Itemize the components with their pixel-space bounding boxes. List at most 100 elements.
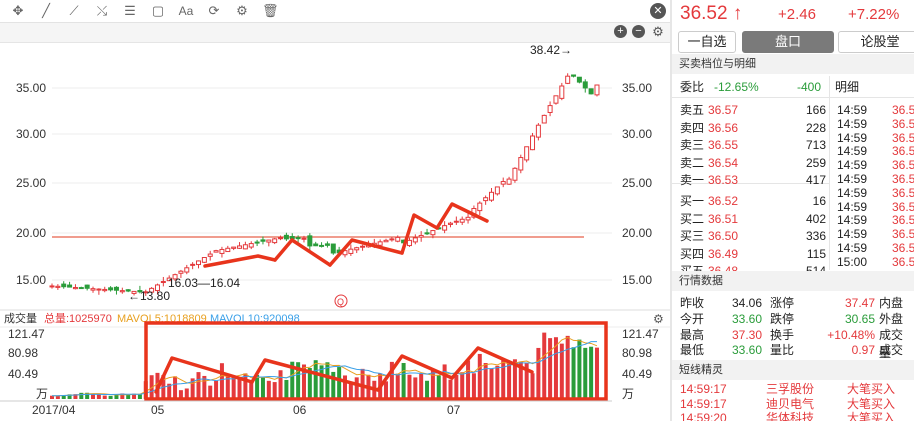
tab-orderbook[interactable]: 盘口 xyxy=(742,31,834,53)
candle-body xyxy=(295,237,301,240)
candle-body xyxy=(582,81,588,89)
high-annotation: 38.42→ xyxy=(530,43,572,57)
candle-body xyxy=(383,239,389,243)
candle-body xyxy=(160,281,166,284)
candle-body xyxy=(219,248,225,254)
detail-price: 36.5 xyxy=(892,130,914,145)
candle-body xyxy=(178,270,184,274)
candle-body xyxy=(143,291,149,294)
candle-body xyxy=(119,290,125,293)
fib-tool-icon[interactable]: ☰ xyxy=(124,3,136,18)
candle-body xyxy=(166,277,172,282)
detail-label: 明细 xyxy=(835,80,860,94)
volume-bar xyxy=(501,360,506,399)
price-axis-label-right: 25.00 xyxy=(622,176,652,190)
crosshair-icon[interactable]: ✥ xyxy=(12,3,24,18)
candle-body xyxy=(154,284,160,292)
candle-body xyxy=(547,105,553,113)
candle-body xyxy=(453,220,459,223)
orderbook-level-label: 卖三 xyxy=(680,138,705,153)
price-axis-label-left: 35.00 xyxy=(16,81,46,95)
detail-price: 36.5 xyxy=(892,213,914,228)
candle-body xyxy=(412,237,418,243)
volume-bar xyxy=(413,377,418,399)
market-v2: 30.65 xyxy=(844,311,875,326)
segment-tool-icon[interactable]: ⟋ xyxy=(69,3,79,18)
candle-body xyxy=(447,222,453,225)
orderbook-level-volume: 115 xyxy=(806,246,826,261)
news-time: 14:59:20 xyxy=(680,411,727,421)
kline-chart[interactable]: 35.00 30.00 25.00 20.00 15.00 35.00 30.0… xyxy=(0,42,670,421)
volume-bar xyxy=(337,367,342,399)
up-arrow-icon: ↑ xyxy=(732,3,743,24)
volume-bar xyxy=(196,372,201,399)
text-tool-icon[interactable]: Aa xyxy=(178,4,194,18)
candle-body xyxy=(49,285,55,288)
volume-bar xyxy=(460,372,465,399)
orderbook-level-price: 36.56 xyxy=(708,120,739,135)
news-name[interactable]: 华体科技 xyxy=(766,411,815,421)
zoom-in-icon[interactable]: + xyxy=(614,25,627,38)
orderbook-level-price: 36.50 xyxy=(708,229,739,244)
volume-bar xyxy=(126,394,131,399)
candle-body xyxy=(190,263,196,266)
multi-segment-tool-icon[interactable]: ⤯ xyxy=(96,3,108,18)
price-axis-label-left: 30.00 xyxy=(16,127,46,141)
mavol5-line xyxy=(51,336,598,397)
candle-body xyxy=(324,243,330,246)
volume-bar xyxy=(255,374,260,399)
q-marker-icon[interactable] xyxy=(334,294,348,308)
volume-bar xyxy=(208,385,213,399)
tab-forum[interactable]: 论股堂 xyxy=(838,31,914,53)
trash-icon[interactable]: 🗑 xyxy=(262,3,279,18)
volume-bar xyxy=(85,392,90,399)
volume-bar xyxy=(272,382,277,399)
orderbook-level-volume: 713 xyxy=(805,138,826,153)
candle-body xyxy=(442,225,448,231)
volume-zigzag-annotations xyxy=(154,346,534,394)
market-l1: 最低 xyxy=(680,343,705,358)
volume-bar xyxy=(149,375,154,399)
candle-body xyxy=(406,239,412,247)
cycle-tool-icon[interactable]: ⟳ xyxy=(208,3,220,18)
volume-bar xyxy=(360,368,365,399)
candle-body xyxy=(242,244,248,250)
volume-bar xyxy=(524,362,529,399)
settings-tool-icon[interactable]: ⚙ xyxy=(236,3,248,18)
candle-body xyxy=(518,157,524,171)
volume-bar xyxy=(477,353,482,399)
price-axis-label-left: 15.00 xyxy=(16,273,46,287)
candle-body xyxy=(225,247,231,253)
tab-watchlist[interactable]: 一自选 xyxy=(678,31,736,53)
candle-body xyxy=(72,286,78,290)
news-name[interactable]: 迪贝电气 xyxy=(766,396,815,411)
volume-bar xyxy=(507,361,512,399)
detail-time: 14:59 xyxy=(837,144,868,159)
candle-body xyxy=(113,286,119,291)
volume-bar xyxy=(343,375,347,399)
candle-body xyxy=(354,247,360,251)
volume-bar xyxy=(73,394,78,399)
candle-body xyxy=(541,114,547,124)
volume-settings-icon[interactable]: ⚙ xyxy=(653,312,664,326)
detail-price: 36.5 xyxy=(892,227,914,242)
candle-body xyxy=(530,135,536,151)
panel-tabs: 一自选 盘口 论股堂 xyxy=(678,31,914,53)
candle-body xyxy=(330,243,336,254)
zoom-out-icon[interactable]: − xyxy=(632,25,645,38)
news-name[interactable]: 三孚股份 xyxy=(766,382,815,396)
close-icon[interactable]: ✕ xyxy=(650,3,666,19)
rectangle-tool-icon[interactable]: ▢ xyxy=(151,3,165,18)
date-label: 05 xyxy=(151,403,165,417)
chart-controls-bar: + − ⚙ xyxy=(0,23,670,43)
detail-time: 14:59 xyxy=(837,199,868,214)
market-l3: 外盘 xyxy=(879,311,904,326)
candle-body xyxy=(266,239,272,243)
orderbook-level-label: 买四 xyxy=(680,246,705,261)
date-label: 2017/04 xyxy=(32,403,76,417)
chart-settings-icon[interactable]: ⚙ xyxy=(652,24,664,39)
volume-bar xyxy=(301,364,306,399)
line-tool-icon[interactable]: ╱ xyxy=(42,3,50,18)
volume-bar xyxy=(354,377,359,399)
volume-bar xyxy=(178,390,183,399)
